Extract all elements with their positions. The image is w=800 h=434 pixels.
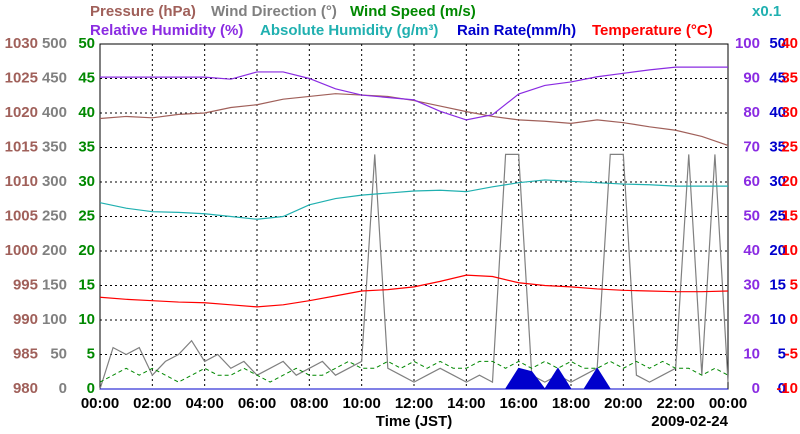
- y-tick-label: 25: [781, 138, 798, 155]
- y-tick-label: 300: [42, 173, 67, 190]
- y-tick-label: 40: [781, 35, 798, 52]
- y-tick-label: 995: [13, 276, 38, 293]
- y-tick-label: 30: [769, 173, 786, 190]
- y-tick-label: 80: [743, 104, 760, 121]
- y-tick-label: 50: [769, 35, 786, 52]
- y-tick-label: -5: [785, 345, 798, 362]
- y-tick-label: 60: [743, 173, 760, 190]
- y-tick-label: 20: [781, 173, 798, 190]
- y-tick-label: 0: [87, 380, 95, 397]
- series-line: [99, 274, 729, 308]
- x-tick-label: 08:00: [290, 395, 328, 412]
- y-tick-label: 450: [42, 69, 67, 86]
- series-line: [99, 153, 729, 390]
- legend-label: Absolute Humidity (g/m³): [260, 22, 438, 39]
- x-tick-label: 10:00: [342, 395, 380, 412]
- y-tick-label: 1005: [5, 207, 38, 224]
- x-tick-label: 18:00: [552, 395, 590, 412]
- x-tick-label: 06:00: [238, 395, 276, 412]
- legend-label: Temperature (°C): [592, 22, 713, 39]
- legend-label: Relative Humidity (%): [90, 22, 243, 39]
- y-tick-label: 35: [769, 138, 786, 155]
- date-label: 2009-02-24: [651, 413, 728, 430]
- x-tick-label: 16:00: [499, 395, 537, 412]
- series-line: [100, 66, 728, 121]
- y-tick-label: 70: [743, 138, 760, 155]
- y-tick-label: 40: [769, 104, 786, 121]
- series-line: [99, 93, 729, 146]
- y-tick-label: 500: [42, 35, 67, 52]
- y-tick-label: 20: [769, 242, 786, 259]
- y-tick-label: 1025: [5, 69, 38, 86]
- y-tick-label: 100: [42, 311, 67, 328]
- y-tick-label: 250: [42, 207, 67, 224]
- y-tick-label: 1010: [5, 173, 38, 190]
- y-tick-label: 10: [769, 311, 786, 328]
- x-tick-label: 00:00: [709, 395, 747, 412]
- legend-label: Rain Rate(mm/h): [457, 22, 576, 39]
- x-tick-label: 20:00: [604, 395, 642, 412]
- series-area: [100, 367, 728, 390]
- y-tick-label: 30: [781, 104, 798, 121]
- y-tick-label: 15: [781, 207, 798, 224]
- y-tick-label: 45: [78, 69, 95, 86]
- y-tick-label: 5: [778, 345, 786, 362]
- y-tick-label: 1020: [5, 104, 38, 121]
- y-tick-label: 50: [743, 207, 760, 224]
- x-tick-label: 02:00: [133, 395, 171, 412]
- y-tick-label: 20: [743, 311, 760, 328]
- y-tick-label: 35: [781, 69, 798, 86]
- y-tick-label: 5: [790, 276, 798, 293]
- y-tick-label: 350: [42, 138, 67, 155]
- legend-label: Pressure (hPa): [90, 3, 196, 20]
- y-tick-label: 40: [743, 242, 760, 259]
- y-tick-label: 20: [78, 242, 95, 259]
- y-tick-label: 400: [42, 104, 67, 121]
- y-tick-label: 50: [50, 345, 67, 362]
- x-tick-label: 14:00: [447, 395, 485, 412]
- y-tick-label: 50: [78, 35, 95, 52]
- x-axis-label: Time (JST): [376, 413, 452, 430]
- x-tick-label: 00:00: [81, 395, 119, 412]
- y-tick-label: 985: [13, 345, 38, 362]
- y-tick-label: 0: [778, 380, 786, 397]
- y-tick-label: -10: [776, 380, 798, 397]
- scale-note: x0.1: [752, 3, 781, 20]
- y-tick-label: 25: [769, 207, 786, 224]
- y-tick-label: 15: [78, 276, 95, 293]
- y-tick-label: 15: [769, 276, 786, 293]
- y-tick-label: 100: [735, 35, 760, 52]
- legend-label: Wind Speed (m/s): [350, 3, 476, 20]
- y-tick-label: 35: [78, 138, 95, 155]
- y-tick-label: 1000: [5, 242, 38, 259]
- y-tick-label: 90: [743, 69, 760, 86]
- y-tick-label: 30: [78, 173, 95, 190]
- series-line: [99, 179, 728, 220]
- series-line: [99, 360, 729, 383]
- y-tick-label: 30: [743, 276, 760, 293]
- y-tick-label: 990: [13, 311, 38, 328]
- x-tick-label: 22:00: [656, 395, 694, 412]
- legend-label: Wind Direction (°): [211, 3, 337, 20]
- y-tick-label: 150: [42, 276, 67, 293]
- y-tick-label: 5: [87, 345, 95, 362]
- y-tick-label: 0: [752, 380, 760, 397]
- y-tick-label: 45: [769, 69, 786, 86]
- y-tick-label: 10: [781, 242, 798, 259]
- y-tick-label: 200: [42, 242, 67, 259]
- y-tick-label: 0: [790, 311, 798, 328]
- y-tick-label: 10: [743, 345, 760, 362]
- y-tick-label: 980: [13, 380, 38, 397]
- y-tick-label: 25: [78, 207, 95, 224]
- x-tick-label: 04:00: [185, 395, 223, 412]
- y-tick-label: 10: [78, 311, 95, 328]
- y-tick-label: 1015: [5, 138, 38, 155]
- y-tick-label: 0: [59, 380, 67, 397]
- x-tick-label: 12:00: [395, 395, 433, 412]
- y-tick-label: 1030: [5, 35, 38, 52]
- y-tick-label: 40: [78, 104, 95, 121]
